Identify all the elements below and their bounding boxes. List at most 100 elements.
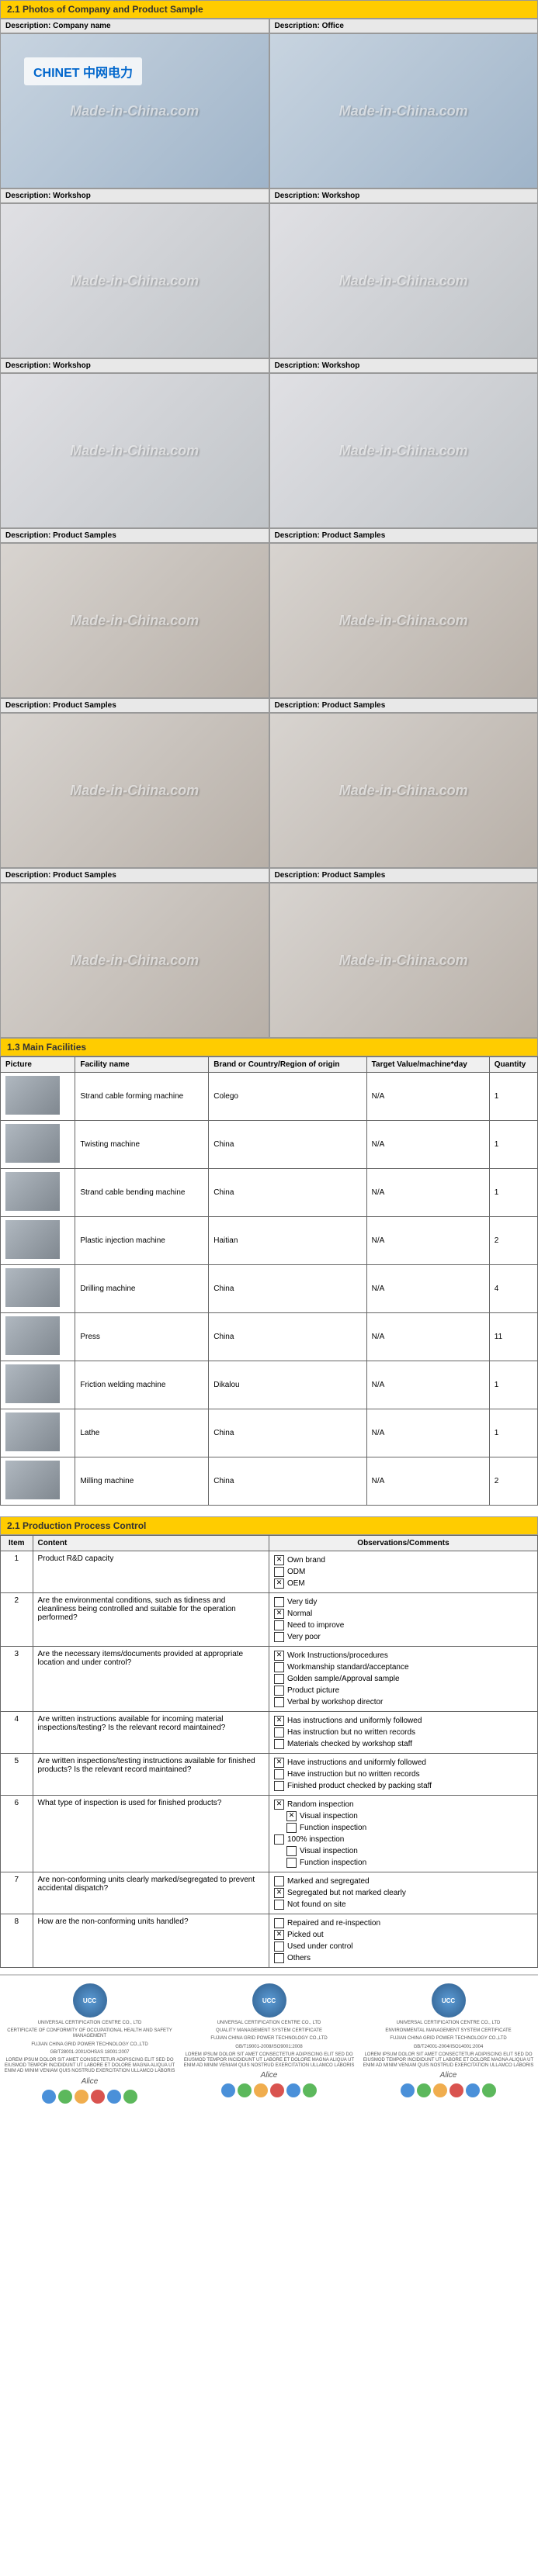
section3-header: 2.1 Production Process Control — [0, 1516, 538, 1535]
photo-label: Description: Workshop — [269, 358, 538, 373]
table-header: Content — [33, 1536, 269, 1551]
cert-column: UCCUNIVERSAL CERTIFICATION CENTRE CO., L… — [3, 1983, 176, 2104]
photo-image: Made-in-China.com — [0, 373, 269, 528]
table-row: LatheChinaN/A1 — [1, 1409, 538, 1457]
checkbox — [274, 1900, 284, 1910]
photo-image: Made-in-China.com — [269, 543, 538, 698]
photo-label: Description: Office — [269, 19, 538, 33]
checkbox — [274, 1620, 284, 1630]
process-table: ItemContentObservations/Comments 1Produc… — [0, 1535, 538, 1968]
cert-logo-icon — [238, 2083, 252, 2097]
checkbox: ✕ — [274, 1555, 284, 1565]
facility-image — [5, 1412, 60, 1451]
watermark: Made-in-China.com — [339, 783, 468, 799]
checkbox — [274, 1918, 284, 1928]
cert-logo-icon — [123, 2090, 137, 2104]
checkbox: ✕ — [274, 1578, 284, 1589]
facility-image — [5, 1172, 60, 1211]
table-row: 6What type of inspection is used for fin… — [1, 1796, 538, 1872]
checkbox: ✕ — [274, 1651, 284, 1661]
watermark: Made-in-China.com — [70, 783, 199, 799]
facility-image — [5, 1220, 60, 1259]
cert-column: UCCUNIVERSAL CERTIFICATION CENTRE CO., L… — [182, 1983, 356, 2104]
cert-logo-icon — [58, 2090, 72, 2104]
section2-header: 1.3 Main Facilities — [0, 1038, 538, 1056]
cert-logo-icon — [417, 2083, 431, 2097]
cert-badge: UCC — [252, 1983, 286, 2018]
cert-logo-icon — [42, 2090, 56, 2104]
table-header: Observations/Comments — [269, 1536, 537, 1551]
table-row: Twisting machineChinaN/A1 — [1, 1121, 538, 1169]
facility-image — [5, 1364, 60, 1403]
table-row: 3Are the necessary items/documents provi… — [1, 1647, 538, 1712]
watermark: Made-in-China.com — [339, 443, 468, 459]
checkbox: ✕ — [274, 1758, 284, 1768]
cert-logo-icon — [254, 2083, 268, 2097]
cert-logo-icon — [221, 2083, 235, 2097]
photo-image: Made-in-China.com — [0, 883, 269, 1038]
photo-label: Description: Product Samples — [0, 868, 269, 883]
cert-logo-icon — [107, 2090, 121, 2104]
checkbox — [274, 1953, 284, 1963]
photo-label: Description: Product Samples — [269, 698, 538, 713]
checkbox — [274, 1739, 284, 1749]
table-row: Strand cable forming machineColegoN/A1 — [1, 1073, 538, 1121]
cert-logo-icon — [401, 2083, 415, 2097]
checkbox — [274, 1567, 284, 1577]
checkbox: ✕ — [274, 1716, 284, 1726]
facility-image — [5, 1316, 60, 1355]
watermark: Made-in-China.com — [339, 613, 468, 629]
photo-label: Description: Company name — [0, 19, 269, 33]
checkbox — [286, 1823, 297, 1833]
cert-logo-icon — [449, 2083, 463, 2097]
photo-image: Made-in-China.com — [269, 203, 538, 358]
checkbox: ✕ — [274, 1800, 284, 1810]
watermark: Made-in-China.com — [339, 103, 468, 119]
photo-image: Made-in-China.com — [269, 33, 538, 188]
watermark: Made-in-China.com — [339, 273, 468, 289]
facility-image — [5, 1076, 60, 1115]
photo-label: Description: Workshop — [0, 188, 269, 203]
table-row: PressChinaN/A11 — [1, 1313, 538, 1361]
table-row: 7Are non-conforming units clearly marked… — [1, 1872, 538, 1914]
photo-image: Made-in-China.com — [0, 203, 269, 358]
table-row: 4Are written instructions available for … — [1, 1712, 538, 1754]
photo-label: Description: Product Samples — [269, 868, 538, 883]
checkbox — [274, 1834, 284, 1845]
facility-image — [5, 1268, 60, 1307]
photo-image: Made-in-China.com — [269, 373, 538, 528]
cert-column: UCCUNIVERSAL CERTIFICATION CENTRE CO., L… — [362, 1983, 535, 2104]
cert-logo-icon — [433, 2083, 447, 2097]
cert-logo-icon — [482, 2083, 496, 2097]
checkbox: ✕ — [274, 1930, 284, 1940]
watermark: Made-in-China.com — [70, 103, 199, 119]
watermark: Made-in-China.com — [70, 273, 199, 289]
watermark: Made-in-China.com — [70, 443, 199, 459]
cert-logo-icon — [303, 2083, 317, 2097]
photo-image: Made-in-China.com — [269, 883, 538, 1038]
photo-grid: Description: Company nameMade-in-China.c… — [0, 19, 538, 1038]
section1-header: 2.1 Photos of Company and Product Sample — [0, 0, 538, 19]
table-row: Strand cable bending machineChinaN/A1 — [1, 1169, 538, 1217]
checkbox — [274, 1781, 284, 1791]
facility-image — [5, 1461, 60, 1499]
table-row: Milling machineChinaN/A2 — [1, 1457, 538, 1506]
checkbox — [274, 1686, 284, 1696]
photo-label: Description: Product Samples — [0, 528, 269, 543]
checkbox — [274, 1697, 284, 1707]
checkbox — [286, 1846, 297, 1856]
company-logo: CHINET 中网电力 — [24, 57, 142, 85]
cert-logo-icon — [286, 2083, 300, 2097]
photo-image: Made-in-China.com — [269, 713, 538, 868]
cert-logo-icon — [270, 2083, 284, 2097]
table-header: Picture — [1, 1057, 75, 1073]
photo-image: Made-in-China.com CHINET 中网电力 — [0, 33, 269, 188]
facilities-table: PictureFacility nameBrand or Country/Reg… — [0, 1056, 538, 1506]
checkbox — [286, 1858, 297, 1868]
photo-label: Description: Product Samples — [269, 528, 538, 543]
table-row: 2Are the environmental conditions, such … — [1, 1593, 538, 1647]
table-row: Drilling machineChinaN/A4 — [1, 1265, 538, 1313]
table-row: 1Product R&D capacity✕Own brandODM✕OEM — [1, 1551, 538, 1593]
cert-badge: UCC — [73, 1983, 107, 2018]
cert-logo-icon — [91, 2090, 105, 2104]
